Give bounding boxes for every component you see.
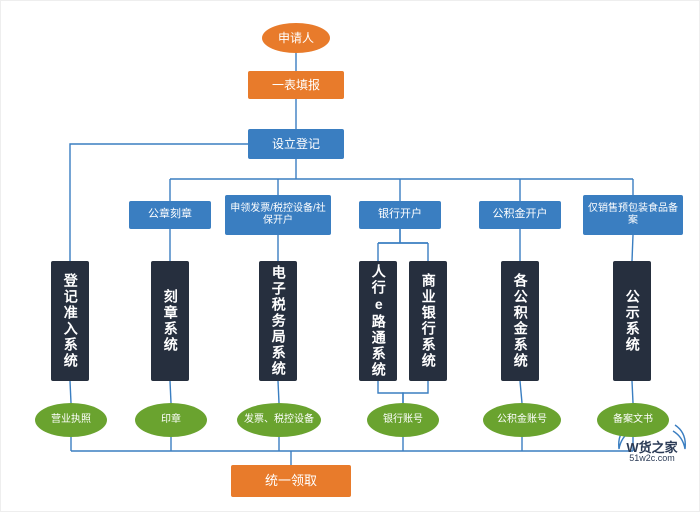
node-g_seal: 印章 (135, 403, 207, 437)
node-d_reg: 登记准入系统 (51, 261, 89, 381)
node-d_pub: 公示系统 (613, 261, 651, 381)
node-fill_form: 一表填报 (248, 71, 344, 99)
flowchart-canvas: W货之家 51w2c.com 申请人一表填报设立登记公章刻章申领发票/税控设备/… (0, 0, 700, 512)
node-g_file: 备案文书 (597, 403, 669, 437)
node-b_food: 仅销售预包装食品备案 (583, 195, 683, 235)
logo-sub: 51w2c.com (615, 453, 689, 463)
node-d_bank2: 商业银行系统 (409, 261, 447, 381)
node-g_fund: 公积金账号 (483, 403, 561, 437)
node-registration: 设立登记 (248, 129, 344, 159)
node-applicant: 申请人 (262, 23, 330, 53)
node-d_bank1: 人行e路通系统 (359, 261, 397, 381)
node-collect: 统一领取 (231, 465, 351, 497)
node-d_fund: 各公积金系统 (501, 261, 539, 381)
node-g_license: 营业执照 (35, 403, 107, 437)
node-b_tax: 申领发票/税控设备/社保开户 (225, 195, 331, 235)
node-b_fund: 公积金开户 (479, 201, 561, 229)
node-d_tax: 电子税务局系统 (259, 261, 297, 381)
node-d_seal: 刻章系统 (151, 261, 189, 381)
edge-layer (1, 1, 700, 513)
node-g_tax: 发票、税控设备 (237, 403, 321, 437)
node-b_seal: 公章刻章 (129, 201, 211, 229)
node-g_bank: 银行账号 (367, 403, 439, 437)
node-b_bank: 银行开户 (359, 201, 441, 229)
